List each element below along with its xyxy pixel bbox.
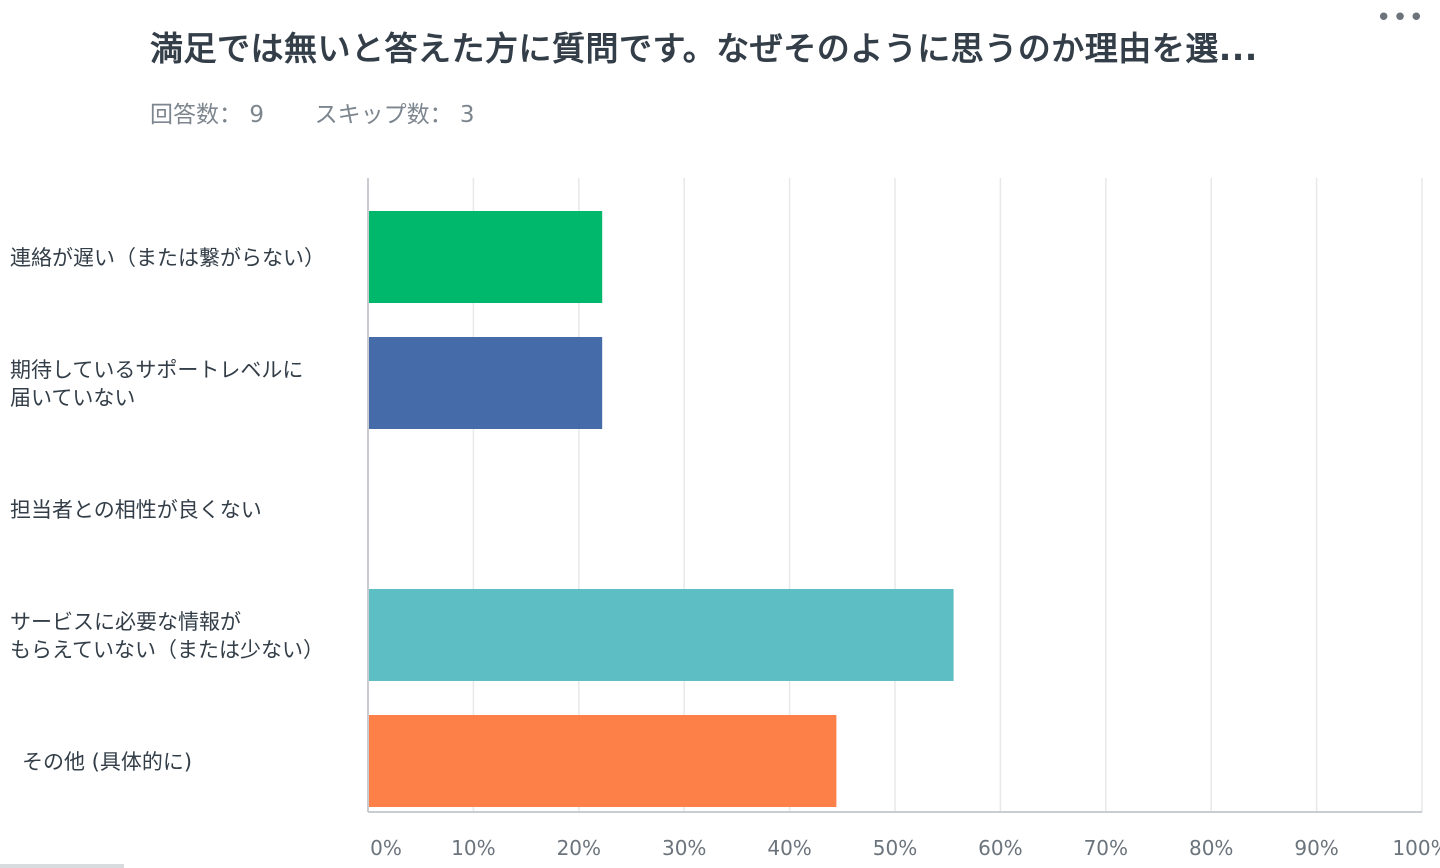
bar[interactable] bbox=[369, 715, 837, 807]
response-stats: 回答数： 9 スキップ数： 3 bbox=[150, 95, 475, 129]
x-tick-label: 50% bbox=[873, 836, 917, 860]
responses-count: 9 bbox=[249, 102, 264, 128]
x-tick-label: 70% bbox=[1084, 836, 1128, 860]
skipped-label: スキップ数： bbox=[314, 102, 453, 128]
horizontal-scrollbar[interactable] bbox=[0, 864, 124, 868]
x-tick-label: 10% bbox=[451, 836, 495, 860]
category-label: 担当者との相性が良くない bbox=[10, 498, 262, 522]
bar[interactable] bbox=[369, 211, 603, 303]
category-label: 連絡が遅い（または繋がらない） bbox=[10, 246, 325, 270]
question-title: 満足では無いと答えた方に質問です。なぜそのように思うのか理由を選... bbox=[150, 29, 1258, 68]
x-tick-label: 80% bbox=[1189, 836, 1233, 860]
x-tick-label: 100% bbox=[1392, 836, 1440, 860]
x-tick-label: 40% bbox=[767, 836, 811, 860]
bar[interactable] bbox=[369, 337, 603, 429]
x-tick-label: 20% bbox=[557, 836, 601, 860]
skipped-count: 3 bbox=[459, 102, 475, 128]
category-label: サービスに必要な情報が bbox=[10, 610, 241, 634]
more-options-button[interactable]: ••• bbox=[1376, 3, 1426, 33]
x-tick-label: 90% bbox=[1294, 836, 1338, 860]
category-label: その他 (具体的に) bbox=[22, 750, 192, 774]
x-tick-label: 60% bbox=[978, 836, 1022, 860]
category-label: 期待しているサポートレベルに bbox=[10, 358, 303, 382]
category-label: もらえていない（または少ない） bbox=[10, 638, 324, 662]
responses-label: 回答数： bbox=[150, 102, 242, 128]
category-label: 届いていない bbox=[10, 386, 135, 410]
x-tick-label: 30% bbox=[662, 836, 706, 860]
bar[interactable] bbox=[369, 589, 954, 681]
x-tick-label: 0% bbox=[370, 836, 402, 860]
